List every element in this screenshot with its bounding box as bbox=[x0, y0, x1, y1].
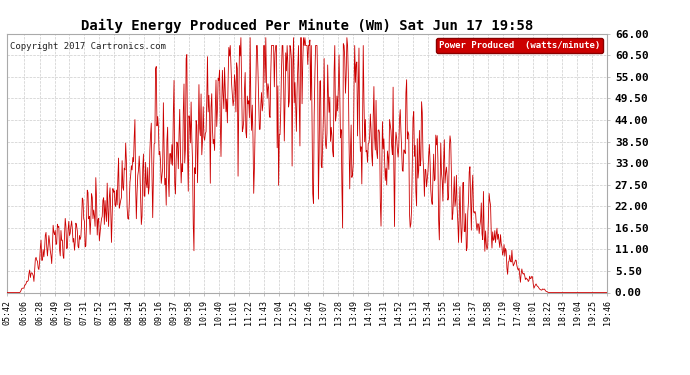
Text: Copyright 2017 Cartronics.com: Copyright 2017 Cartronics.com bbox=[10, 42, 166, 51]
Title: Daily Energy Produced Per Minute (Wm) Sat Jun 17 19:58: Daily Energy Produced Per Minute (Wm) Sa… bbox=[81, 18, 533, 33]
Legend: Power Produced  (watts/minute): Power Produced (watts/minute) bbox=[436, 38, 602, 53]
